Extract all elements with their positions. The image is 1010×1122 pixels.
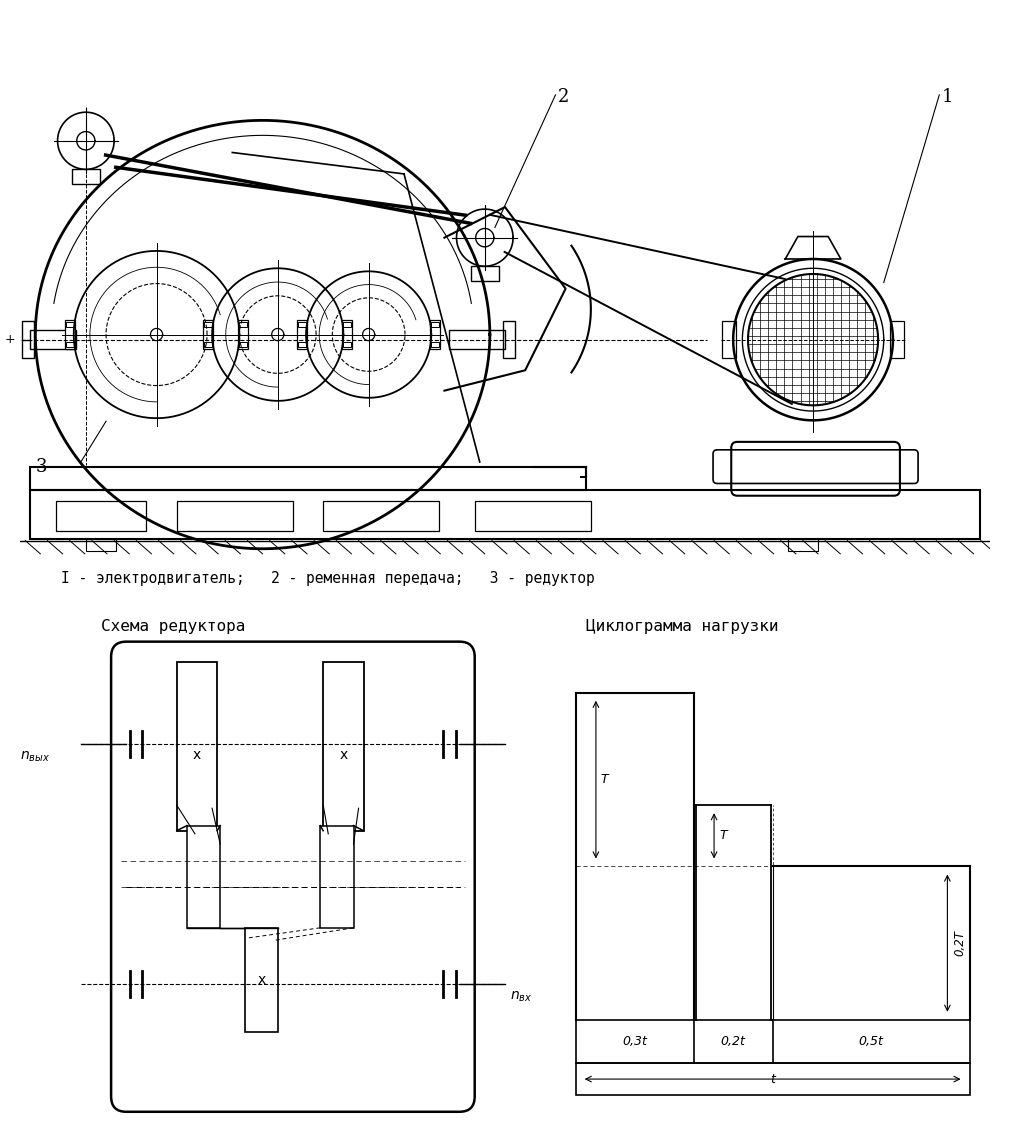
- Bar: [475, 500, 591, 532]
- Bar: [788, 539, 818, 551]
- Text: 0,2t: 0,2t: [721, 1034, 745, 1048]
- Text: 2: 2: [558, 88, 569, 105]
- Bar: [576, 1063, 970, 1095]
- Text: 0,5t: 0,5t: [858, 1034, 884, 1048]
- Bar: [239, 342, 247, 348]
- Text: T: T: [719, 829, 727, 843]
- Bar: [343, 322, 351, 327]
- Bar: [66, 322, 74, 327]
- Bar: [187, 826, 220, 928]
- Text: Схема редуктора: Схема редуктора: [101, 619, 245, 634]
- Bar: [204, 322, 212, 327]
- Bar: [238, 320, 248, 349]
- Bar: [72, 169, 100, 184]
- Bar: [65, 320, 75, 349]
- Bar: [177, 500, 293, 532]
- Text: 1: 1: [941, 88, 952, 105]
- Text: T: T: [601, 773, 609, 787]
- Text: $n_{\mathit{вх}}$: $n_{\mathit{вх}}$: [510, 990, 532, 1004]
- Text: 0,2T: 0,2T: [953, 930, 967, 956]
- Bar: [297, 320, 307, 349]
- Bar: [298, 342, 306, 348]
- Bar: [431, 342, 439, 348]
- Bar: [30, 489, 980, 539]
- Bar: [298, 322, 306, 327]
- Bar: [449, 331, 505, 349]
- Polygon shape: [786, 237, 840, 259]
- Bar: [22, 321, 34, 358]
- Bar: [471, 266, 499, 280]
- Bar: [722, 321, 736, 358]
- Bar: [30, 467, 586, 489]
- Bar: [239, 322, 247, 327]
- Bar: [430, 320, 440, 349]
- Text: x: x: [193, 747, 201, 762]
- Text: x: x: [258, 973, 266, 987]
- Text: 0,3t: 0,3t: [622, 1034, 647, 1048]
- Text: Циклограмма нагрузки: Циклограмма нагрузки: [586, 619, 779, 634]
- Bar: [431, 322, 439, 327]
- Bar: [86, 539, 116, 551]
- Bar: [576, 1020, 970, 1063]
- Bar: [203, 320, 213, 349]
- Bar: [323, 662, 364, 830]
- Bar: [177, 662, 217, 830]
- Bar: [245, 928, 278, 1032]
- Text: 3: 3: [35, 458, 46, 476]
- Bar: [56, 500, 146, 532]
- Bar: [343, 342, 351, 348]
- Bar: [204, 342, 212, 348]
- Bar: [66, 342, 74, 348]
- Bar: [342, 320, 352, 349]
- Text: t: t: [771, 1073, 775, 1086]
- Bar: [30, 331, 76, 349]
- Text: I - электродвигатель;   2 - ременная передача;   3 - редуктор: I - электродвигатель; 2 - ременная перед…: [61, 571, 594, 586]
- Text: +: +: [4, 333, 15, 347]
- Bar: [890, 321, 904, 358]
- Bar: [323, 500, 439, 532]
- Bar: [503, 321, 515, 358]
- Bar: [320, 826, 354, 928]
- Text: $n_{\mathit{вых}}$: $n_{\mathit{вых}}$: [20, 749, 50, 764]
- Text: x: x: [339, 747, 347, 762]
